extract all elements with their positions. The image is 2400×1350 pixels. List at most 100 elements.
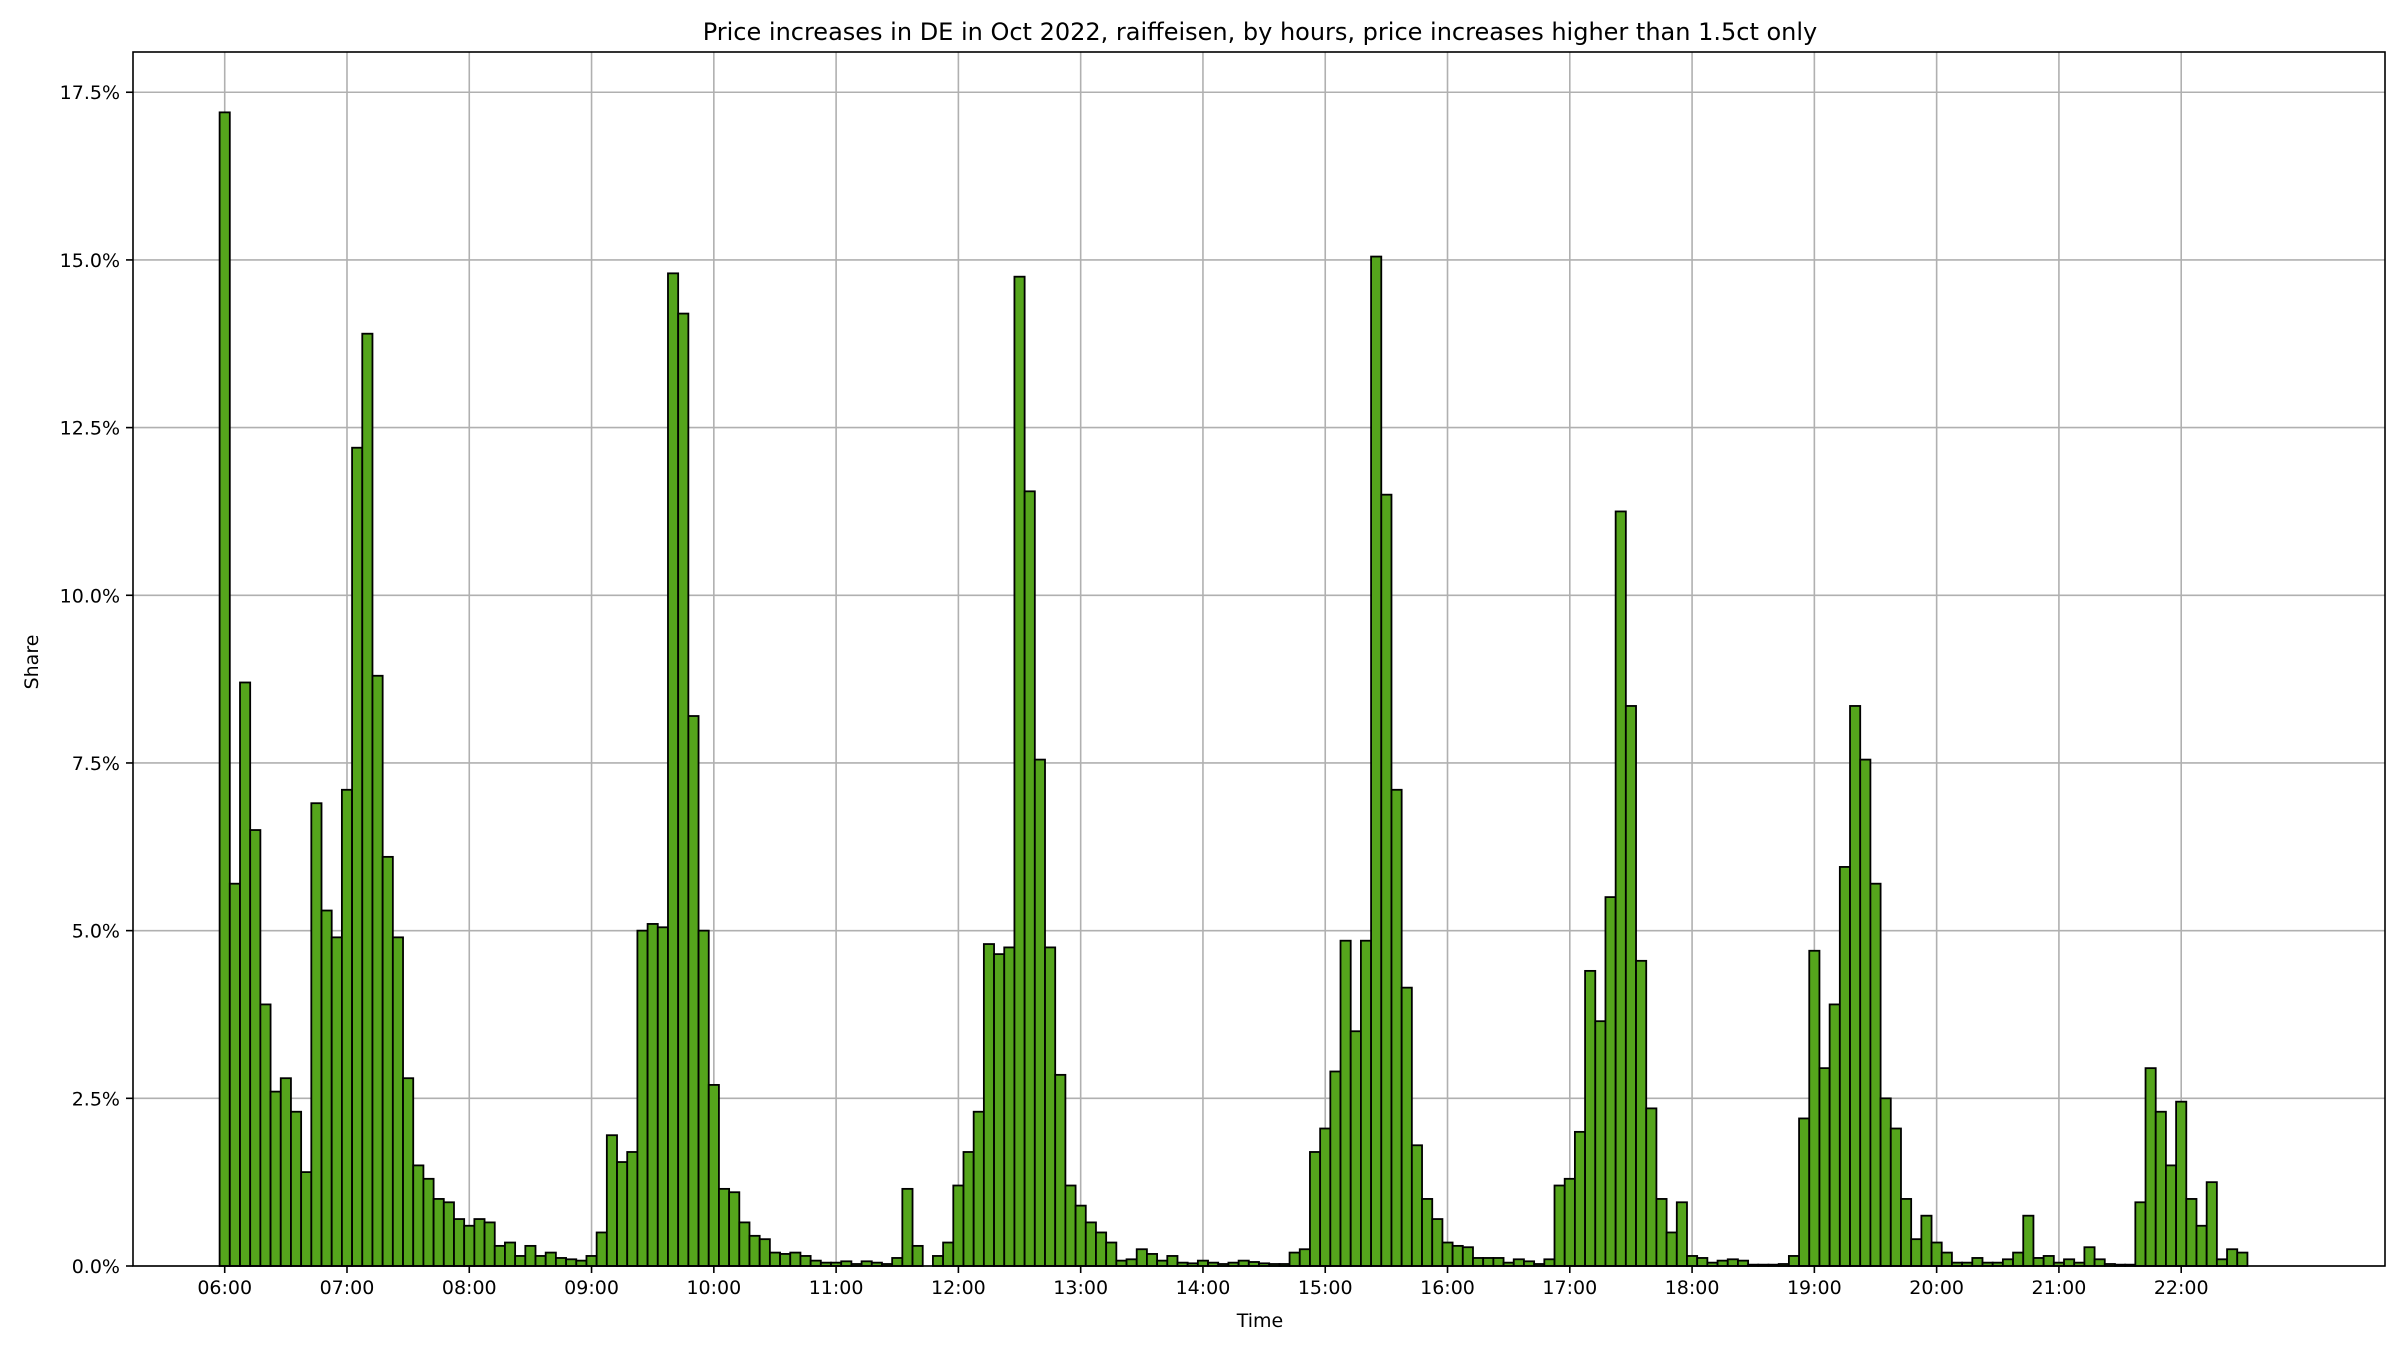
y-tick-label: 12.5%: [60, 418, 120, 440]
y-tick-label: 15.0%: [60, 250, 120, 272]
histogram-bar: [371, 674, 384, 1267]
histogram-bar: [1808, 949, 1821, 1267]
histogram-bar: [728, 1191, 741, 1267]
histogram-bar: [228, 882, 241, 1267]
histogram-bar: [412, 1164, 425, 1267]
histogram-bar: [2165, 1164, 2178, 1267]
histogram-bar: [1553, 1184, 1566, 1267]
histogram-bar: [1930, 1241, 1943, 1267]
histogram-bar: [269, 1090, 282, 1267]
histogram-bar: [789, 1251, 802, 1267]
histogram-bar: [1665, 1231, 1678, 1267]
histogram-bar: [1645, 1107, 1658, 1267]
histogram-bar: [1838, 866, 1851, 1267]
histogram-bar: [901, 1187, 914, 1267]
histogram-bar: [2175, 1100, 2188, 1267]
histogram-bar: [1604, 896, 1617, 1267]
histogram-bar: [483, 1221, 496, 1267]
histogram-bar: [1573, 1130, 1586, 1267]
histogram-bar: [473, 1218, 486, 1267]
histogram-bar: [524, 1244, 537, 1267]
histogram-bar: [1655, 1198, 1668, 1267]
y-tick-label: 5.0%: [72, 921, 120, 943]
histogram-bar: [1003, 946, 1016, 1267]
histogram-bar: [738, 1221, 751, 1267]
histogram-bar: [554, 1257, 567, 1267]
x-tick-label: 19:00: [1787, 1277, 1842, 1299]
x-tick-label: 15:00: [1298, 1277, 1353, 1299]
histogram-bar: [1390, 788, 1403, 1267]
histogram-bar: [239, 681, 252, 1267]
histogram-bar: [1421, 1198, 1434, 1267]
histogram-bar: [982, 943, 995, 1267]
histogram-bar: [779, 1253, 792, 1267]
histogram-bar: [697, 929, 710, 1267]
histogram-bar: [2205, 1181, 2218, 1267]
histogram-bar: [799, 1255, 812, 1267]
histogram-bar: [1156, 1259, 1169, 1267]
histogram-bar: [1584, 969, 1597, 1267]
histogram-bar: [1095, 1231, 1108, 1267]
histogram-bar: [504, 1241, 517, 1267]
histogram-bar: [2195, 1224, 2208, 1267]
x-axis-ticks: 06:00 07:00 08:00 09:00 10:00 11:00 12:00 13:00…: [197, 1266, 2209, 1299]
y-tick-label: 10.0%: [60, 585, 120, 607]
histogram-bar: [687, 715, 700, 1267]
histogram-bar: [1624, 705, 1637, 1267]
x-tick-label: 18:00: [1665, 1277, 1720, 1299]
gridlines: [133, 52, 2385, 1267]
histogram-bar: [1451, 1244, 1464, 1267]
histogram-bar: [300, 1171, 313, 1267]
x-axis-label: Time: [1236, 1310, 1284, 1332]
histogram-bar: [585, 1255, 598, 1267]
histogram-bar: [351, 446, 364, 1267]
histogram-bar: [932, 1255, 945, 1267]
x-tick-label: 22:00: [2154, 1277, 2209, 1299]
histogram-bar: [422, 1177, 435, 1267]
histogram-bar: [340, 788, 353, 1267]
histogram-bar: [1920, 1214, 1933, 1267]
y-tick-label: 17.5%: [60, 82, 120, 104]
histogram-bar: [1798, 1117, 1811, 1267]
x-tick-label: 12:00: [931, 1277, 986, 1299]
x-tick-label: 13:00: [1053, 1277, 1108, 1299]
x-tick-label: 08:00: [442, 1277, 497, 1299]
histogram-bar: [1431, 1218, 1444, 1267]
histogram-bar: [1818, 1067, 1831, 1267]
histogram-bar: [1482, 1257, 1495, 1267]
histogram-bar: [453, 1218, 466, 1267]
histogram-bar: [758, 1238, 771, 1267]
histogram-bar: [1879, 1097, 1892, 1267]
histogram-bar: [2012, 1251, 2025, 1267]
histogram-bar: [962, 1151, 975, 1267]
histogram-bar: [1105, 1241, 1118, 1267]
histogram-bar: [595, 1231, 608, 1267]
histogram-bar: [1360, 939, 1372, 1267]
histogram-bar: [493, 1244, 506, 1267]
histogram-bar: [2042, 1255, 2055, 1267]
histogram-bar: [1410, 1144, 1423, 1267]
histogram-bar: [605, 1134, 618, 1267]
histogram-bar: [1237, 1259, 1250, 1267]
histogram-bar: [310, 802, 323, 1267]
histogram-bar: [1349, 1030, 1362, 1267]
histogram-bar: [1787, 1255, 1800, 1267]
histogram-bar: [1166, 1255, 1179, 1267]
histogram-bar: [2134, 1201, 2147, 1267]
histogram-bar: [1441, 1241, 1454, 1267]
histogram-bar: [463, 1224, 476, 1267]
histogram-bar: [891, 1257, 904, 1267]
histogram-bar: [1319, 1127, 1332, 1267]
histogram-bar: [259, 1003, 272, 1267]
histogram-bar: [381, 855, 394, 1267]
histogram-bar: [1726, 1258, 1739, 1267]
histogram-bar: [1339, 939, 1352, 1267]
histogram-bar: [1869, 882, 1882, 1267]
histogram-bar: [1074, 1204, 1087, 1267]
histogram-bar: [636, 929, 649, 1267]
histogram-bar: [1889, 1127, 1902, 1267]
histogram-bar: [1146, 1253, 1158, 1267]
histogram-bar: [952, 1184, 965, 1267]
histogram-bar: [1635, 959, 1648, 1267]
histogram-bar: [616, 1161, 629, 1267]
